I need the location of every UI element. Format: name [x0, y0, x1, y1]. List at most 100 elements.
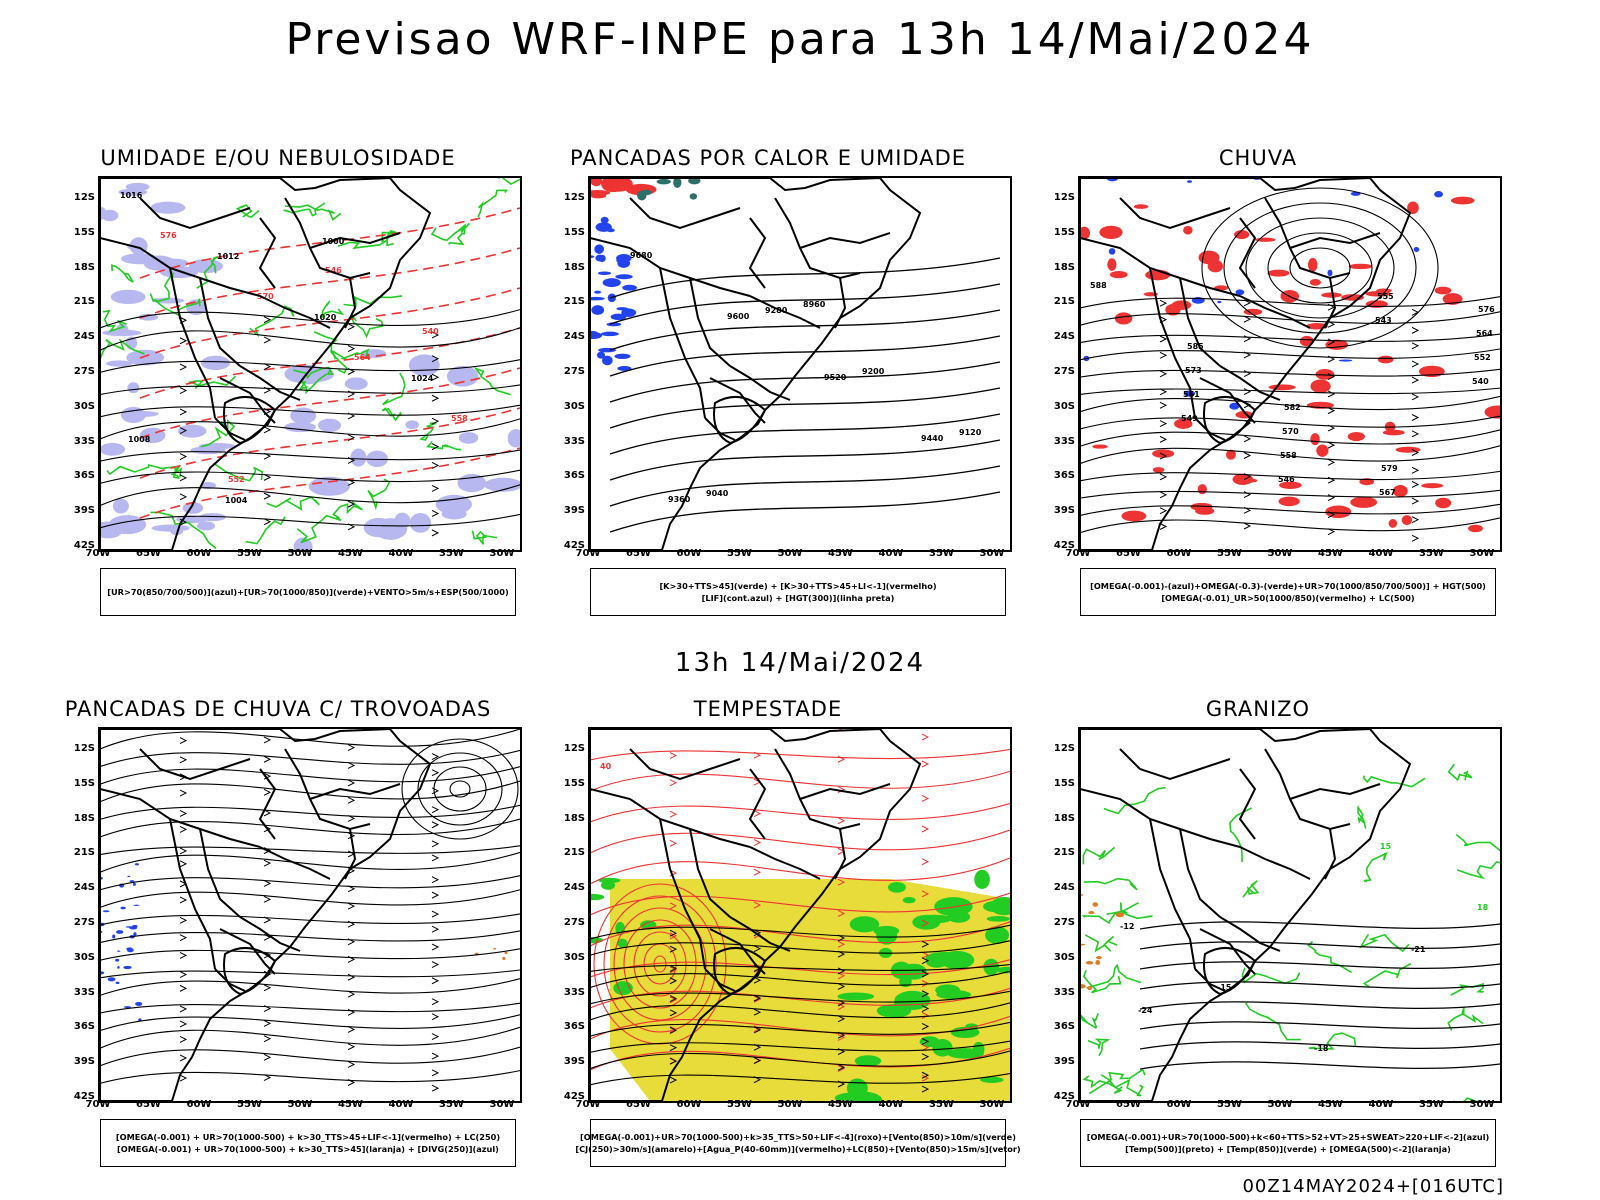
- shaded-cell: [133, 904, 140, 906]
- shaded-cell: [902, 896, 916, 904]
- country-border: [1080, 788, 1241, 848]
- streamline-arrow: [669, 810, 678, 818]
- shaded-cell: [115, 958, 120, 962]
- streamline-arrow: [263, 809, 272, 817]
- map-granizo: -12 -15 -18 -21 -24 15 18: [1078, 727, 1502, 1103]
- coastline: [1080, 729, 1412, 1101]
- lon-tick-label: 35W: [439, 548, 464, 559]
- low-level-contour: [613, 907, 707, 1021]
- streamline-arrow: [921, 1044, 930, 1052]
- streamline-arrow: [347, 796, 356, 804]
- contour-line: [102, 309, 127, 333]
- contour-line: [473, 366, 511, 396]
- contour-line: [1362, 962, 1412, 988]
- temperature-contour: [1139, 1041, 1500, 1050]
- country-border: [259, 846, 331, 880]
- shaded-cell: [601, 178, 626, 193]
- contour-label: 588: [1090, 281, 1107, 290]
- lat-tick-label: 39S: [1053, 505, 1075, 517]
- country-border: [590, 788, 751, 848]
- shaded-cell: [138, 313, 159, 321]
- streamline-arrow: [347, 412, 356, 420]
- streamline-arrow: [837, 1015, 846, 1023]
- panel-title: GRANIZO: [1205, 697, 1311, 721]
- shaded-cell: [317, 418, 342, 433]
- lon-tick-label: 50W: [777, 548, 803, 559]
- streamline-arrow: [669, 779, 678, 787]
- shaded-cell: [502, 957, 506, 960]
- lon-tick-label: 35W: [1419, 548, 1444, 559]
- country-border: [1219, 916, 1281, 952]
- lat-tick-label: 36S: [73, 470, 95, 482]
- streamline-arrow: [837, 1031, 846, 1039]
- contour-label: 1008: [128, 435, 151, 444]
- shaded-cell: [1243, 308, 1263, 316]
- streamline: [1080, 395, 1500, 413]
- lon-tick-label: 35W: [439, 1099, 464, 1110]
- country-border: [1264, 197, 1351, 280]
- lon-tick-label: 40W: [1368, 1099, 1394, 1110]
- country-border: [100, 237, 261, 297]
- panel-title: UMIDADE E/OU NEBULOSIDADE: [100, 146, 456, 170]
- shaded-cell: [1171, 300, 1192, 310]
- temperature-contour: [1139, 921, 1500, 930]
- contour-label: 585: [1187, 342, 1204, 351]
- streamline-arrow: [263, 1053, 272, 1061]
- streamline-arrow: [837, 999, 846, 1007]
- shaded-cell: [873, 925, 900, 936]
- contour-label: 540: [422, 327, 439, 336]
- country-border: [748, 768, 767, 840]
- circulation-contour: [433, 766, 487, 812]
- height-contour: [609, 335, 1001, 377]
- lon-tick-label: 45W: [828, 548, 853, 559]
- lat-tick-label: 21S: [1053, 296, 1075, 308]
- shaded-cell: [125, 926, 133, 928]
- streamline-arrow: [921, 1053, 930, 1061]
- lat-tick-label: 24S: [1053, 331, 1075, 343]
- shaded-cell: [458, 432, 479, 444]
- streamline-arrow: [1411, 430, 1420, 438]
- streamline-arrow: [753, 995, 762, 1003]
- streamline: [590, 963, 1010, 972]
- streamline-arrow: [263, 879, 272, 887]
- shaded-cell: [939, 950, 975, 970]
- streamline-arrow: [179, 984, 188, 992]
- streamline-arrow: [1327, 338, 1336, 346]
- streamline-arrow: [921, 951, 930, 959]
- lat-tick-label: 36S: [1053, 470, 1075, 482]
- streamline-arrow: [753, 929, 762, 937]
- shaded-cell: [602, 278, 621, 288]
- lon-tick-label: 30W: [489, 548, 515, 559]
- lat-tick-label: 18S: [563, 812, 585, 824]
- streamline-arrow: [179, 1020, 188, 1028]
- country-border: [199, 277, 241, 367]
- contour-label: 540: [1472, 377, 1489, 386]
- streamline-arrow: [263, 426, 272, 434]
- contour-label: -12: [1120, 922, 1134, 931]
- streamline-arrow: [837, 1033, 846, 1041]
- contour-line: [425, 441, 462, 451]
- legend-line: [LIF](cont.azul) + [HGT(300)](linha pret…: [701, 593, 895, 603]
- lon-tick-label: 30W: [1469, 548, 1495, 559]
- shaded-cell: [177, 424, 207, 438]
- streamline-arrow: [837, 1065, 846, 1072]
- contour-label: 546: [325, 266, 342, 275]
- shaded-cell: [1434, 191, 1444, 198]
- shaded-cell: [493, 947, 497, 950]
- shaded-cell: [1267, 269, 1290, 277]
- streamline-arrow: [431, 484, 440, 492]
- streamline-arrow: [431, 961, 440, 968]
- contour-label: 552: [1474, 353, 1491, 362]
- country-border: [259, 295, 331, 329]
- lon-tick-label: 30W: [489, 1099, 515, 1110]
- streamline-arrow: [669, 977, 678, 985]
- contour-line: [1456, 861, 1500, 880]
- country-border: [774, 748, 861, 831]
- lon-tick-label: 40W: [878, 548, 904, 559]
- contour-line: [498, 178, 520, 186]
- shaded-cell: [590, 330, 599, 340]
- lat-tick-label: 15S: [563, 226, 585, 238]
- shaded-cell: [610, 313, 627, 321]
- lon-tick-label: 45W: [1318, 1099, 1343, 1110]
- thickness-contour: [139, 247, 520, 319]
